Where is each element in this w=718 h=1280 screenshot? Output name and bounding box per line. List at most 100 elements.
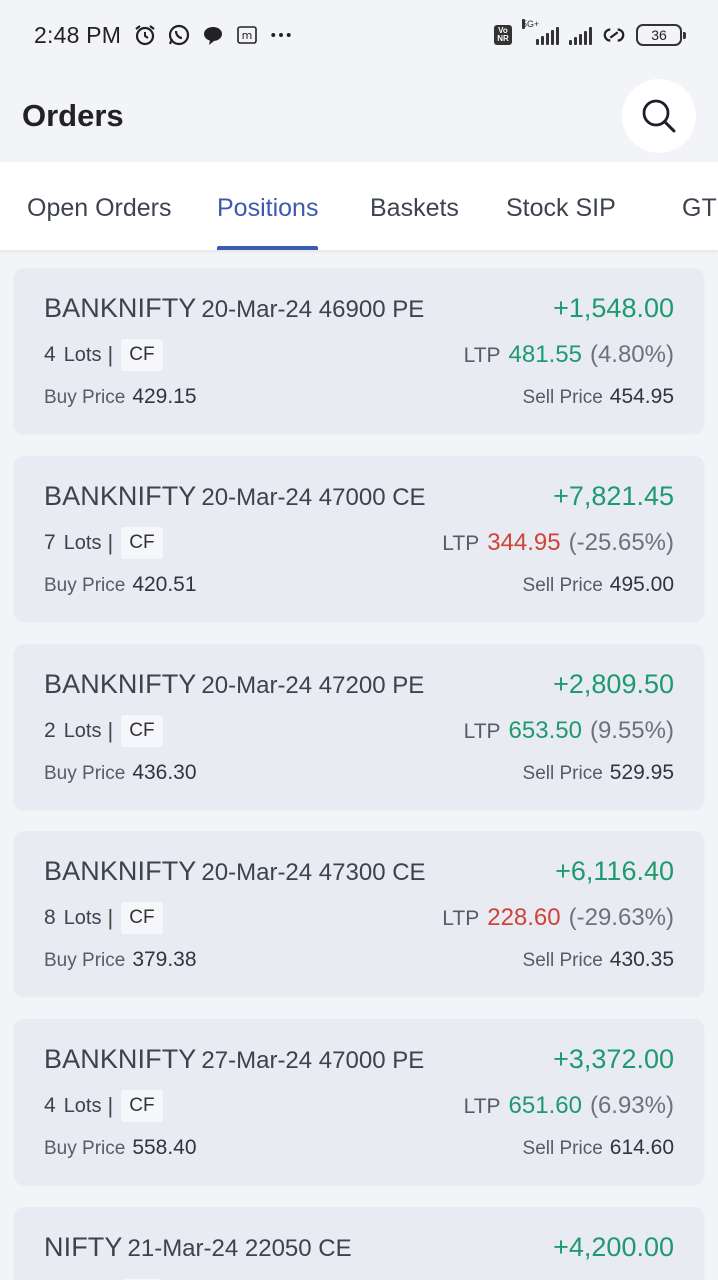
divider: | [107,905,114,930]
lots-info: 4 Lots | CF [44,339,163,371]
buy-price-label: Buy Price [44,1138,126,1159]
instrument: BANKNIFTY 27-Mar-24 47000 PE [44,1044,424,1075]
buy-price: Buy Price 420.51 [44,573,197,597]
tab-positions[interactable]: Positions [217,192,319,250]
ltp-value: 651.60 [508,1092,582,1119]
sell-price-value: 614.60 [609,1136,674,1159]
position-card[interactable]: BANKNIFTY 20-Mar-24 46900 PE +1,548.00 4… [14,268,704,433]
sell-price-value: 430.35 [609,948,674,971]
app-m-icon: m [235,23,259,47]
search-icon [642,99,676,133]
ltp-label: LTP [463,344,501,367]
lots-label: Lots [63,719,102,742]
divider: | [107,718,114,743]
buy-price-label: Buy Price [44,575,126,596]
divider: | [107,342,114,367]
signal-icon [569,25,592,45]
lots-info: 8 Lots | CF [44,902,163,934]
contract: 20-Mar-24 47200 PE [201,671,425,699]
hotspot-icon [602,23,626,47]
battery-icon: 36 [636,24,686,46]
buy-price: Buy Price 379.38 [44,948,197,972]
product-badge: CF [121,715,163,747]
instrument: BANKNIFTY 20-Mar-24 47300 CE [44,856,426,887]
ltp-label: LTP [463,1095,501,1118]
lots-qty: 2 [44,719,56,742]
sell-price-label: Sell Price [522,763,603,784]
symbol: BANKNIFTY [44,292,197,323]
lots-label: Lots [63,1094,102,1117]
lots-label: Lots [63,531,102,554]
lots-qty: 4 [44,1094,56,1117]
tab-stock-sip[interactable]: Stock SIP [506,194,616,222]
tab-gtt[interactable]: GT [682,194,717,222]
buy-price-value: 436.30 [132,761,197,784]
lots-info: 4 Lots | CF [44,1090,163,1122]
symbol: BANKNIFTY [44,855,197,886]
pnl-value: +2,809.50 [553,668,674,699]
position-card[interactable]: BANKNIFTY 27-Mar-24 47000 PE +3,372.00 4… [14,1019,704,1184]
tab-baskets[interactable]: Baskets [370,194,459,222]
lots-label: Lots [63,906,102,929]
ltp-value: 481.55 [508,341,582,368]
product-badge: CF [121,339,163,371]
volte-icon: Vo NR [494,25,512,45]
position-card[interactable]: BANKNIFTY 20-Mar-24 47000 CE +7,821.45 7… [14,456,704,621]
ltp-value: 344.95 [487,529,561,556]
ltp-change: (-29.63%) [568,904,674,931]
position-card[interactable]: NIFTY 21-Mar-24 22050 CE +4,200.00 [14,1207,704,1280]
lots-info: 7 Lots | CF [44,527,163,559]
sell-price: Sell Price 430.35 [523,948,674,972]
sell-price-label: Sell Price [522,575,603,596]
app-header: Orders [0,70,718,162]
buy-price-value: 420.51 [132,573,197,596]
ltp-value: 653.50 [508,717,582,744]
product-badge: CF [121,902,163,934]
sell-price: Sell Price 614.60 [523,1136,674,1160]
symbol: BANKNIFTY [44,668,197,699]
ltp-info: LTP 651.60 (6.93%) [464,1092,674,1120]
lots-qty: 4 [44,343,56,366]
pnl-value: +7,821.45 [553,480,674,511]
ltp-label: LTP [442,532,480,555]
instrument: BANKNIFTY 20-Mar-24 46900 PE [44,293,424,324]
symbol: BANKNIFTY [44,480,197,511]
status-left: 2:48 PM m [34,22,293,49]
search-button[interactable] [622,79,696,153]
sell-price-value: 495.00 [609,573,674,596]
status-time: 2:48 PM [34,21,122,48]
sell-price-label: Sell Price [522,1138,603,1159]
buy-price-label: Buy Price [44,763,126,784]
symbol: BANKNIFTY [44,1043,197,1074]
ltp-info: LTP 344.95 (-25.65%) [442,529,674,557]
lots-qty: 8 [44,906,56,929]
ltp-change: (-25.65%) [568,529,674,556]
product-badge: CF [121,1090,163,1122]
lots-label: Lots [63,343,102,366]
signal-5g-icon: 5G+ [522,19,559,45]
sell-price: Sell Price 529.95 [523,761,674,785]
sell-price-value: 529.95 [609,761,674,784]
sell-price-label: Sell Price [522,950,603,971]
instrument: BANKNIFTY 20-Mar-24 47000 CE [44,481,426,512]
contract: 20-Mar-24 47000 CE [201,483,426,511]
buy-price: Buy Price 429.15 [44,385,197,409]
lots-qty: 7 [44,531,56,554]
alarm-icon [133,23,157,47]
position-card[interactable]: BANKNIFTY 20-Mar-24 47300 CE +6,116.40 8… [14,831,704,996]
sell-price-value: 454.95 [609,385,674,408]
ltp-change: (4.80%) [589,341,674,368]
ltp-label: LTP [442,907,480,930]
position-card[interactable]: BANKNIFTY 20-Mar-24 47200 PE +2,809.50 2… [14,644,704,809]
ltp-value: 228.60 [487,904,561,931]
buy-price-value: 558.40 [132,1136,197,1159]
battery-level: 36 [651,27,667,43]
divider: | [107,530,114,555]
lots-info: 2 Lots | CF [44,715,163,747]
instrument: BANKNIFTY 20-Mar-24 47200 PE [44,669,424,700]
contract: 27-Mar-24 47000 PE [201,1046,425,1074]
tab-open-orders[interactable]: Open Orders [27,194,172,222]
divider: | [107,1093,114,1118]
buy-price-label: Buy Price [44,387,126,408]
sell-price: Sell Price 454.95 [523,385,674,409]
